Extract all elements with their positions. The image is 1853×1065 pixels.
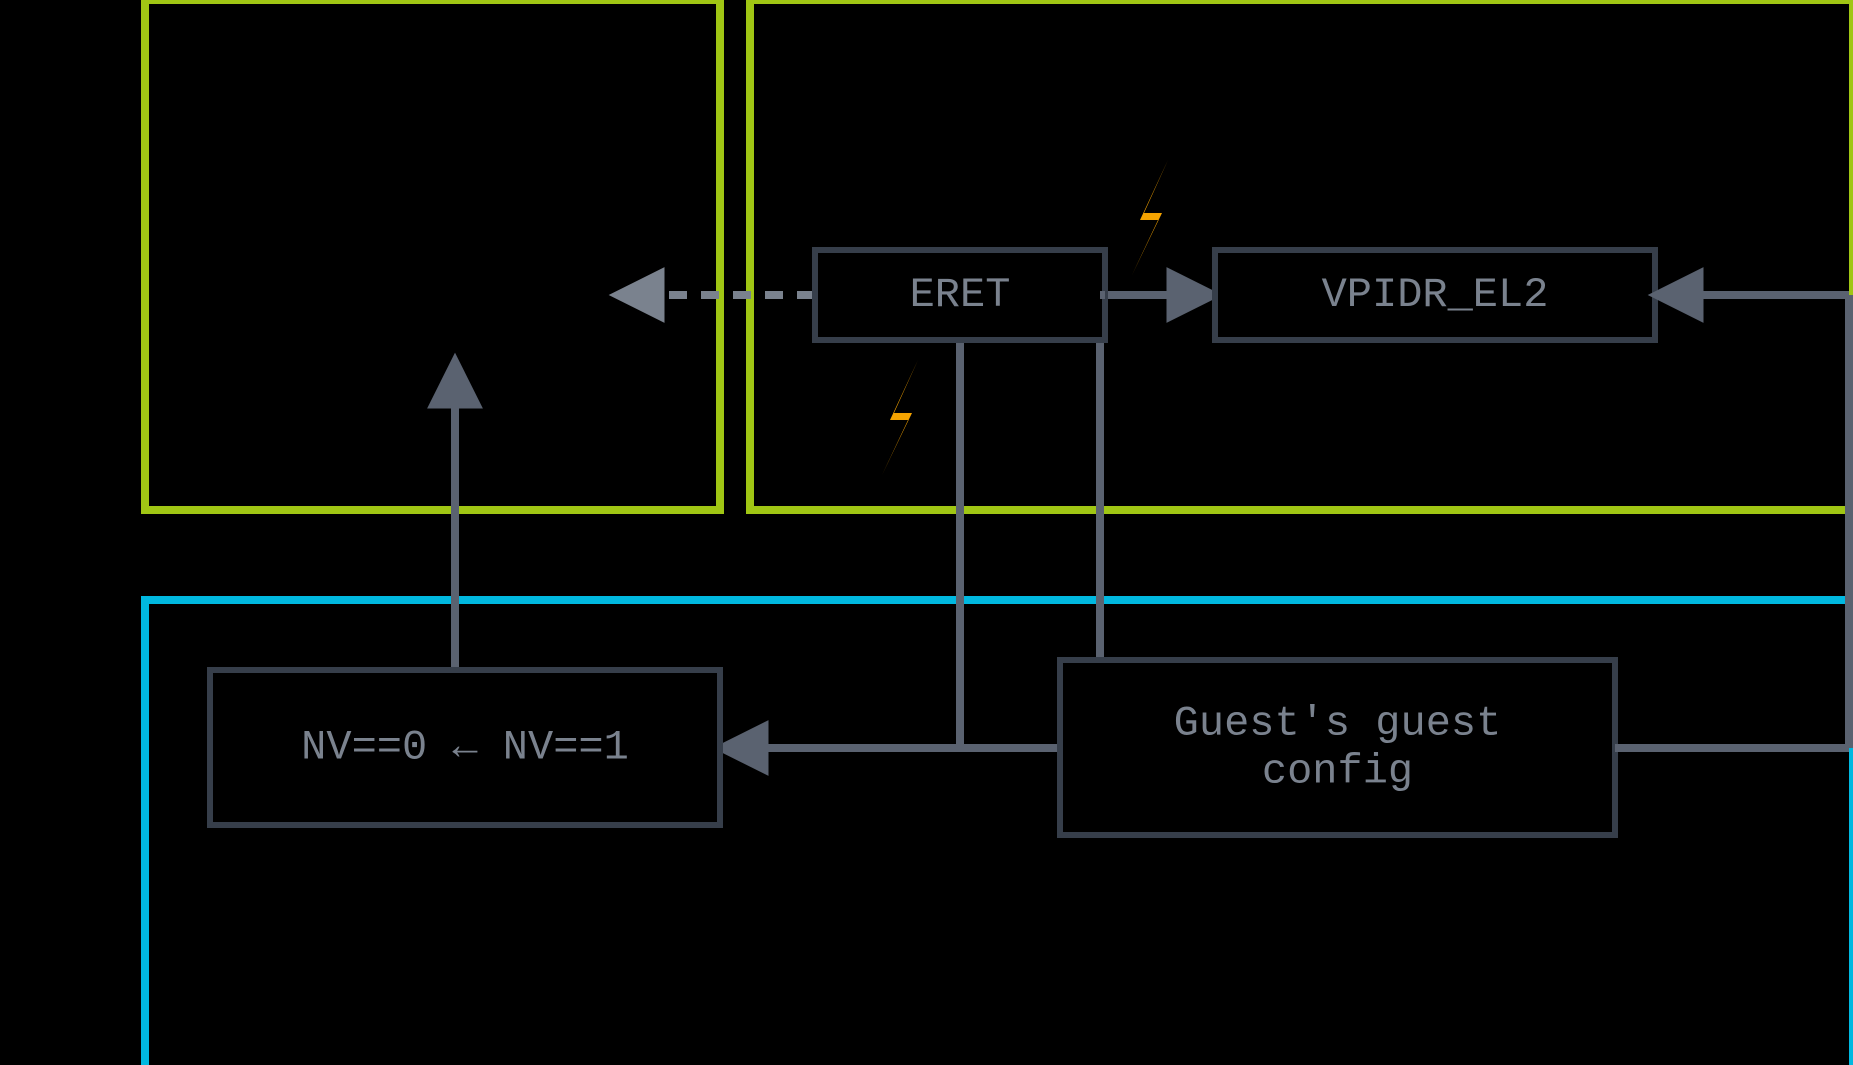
node-vpidr: VPIDR_EL2 [1215,250,1655,340]
node-eret: ERET [815,250,1105,340]
node-eret-label: ERET [910,271,1011,319]
node-nv: NV==0 ← NV==1 [210,670,720,825]
lightning-icon [1132,160,1168,275]
node-guest_config-line-0: Guest's guest [1174,700,1502,748]
container-green-left [145,0,720,510]
node-vpidr-label: VPIDR_EL2 [1322,271,1549,319]
edge-eret-down-to-nv [722,340,960,748]
node-guest_config: Guest's guestconfig [1060,660,1615,835]
lightning-icon [882,360,918,475]
containers [145,0,1853,1065]
node-nv-line-0: NV==0 ← NV==1 [301,724,629,772]
node-guest_config-line-1: config [1262,748,1413,796]
